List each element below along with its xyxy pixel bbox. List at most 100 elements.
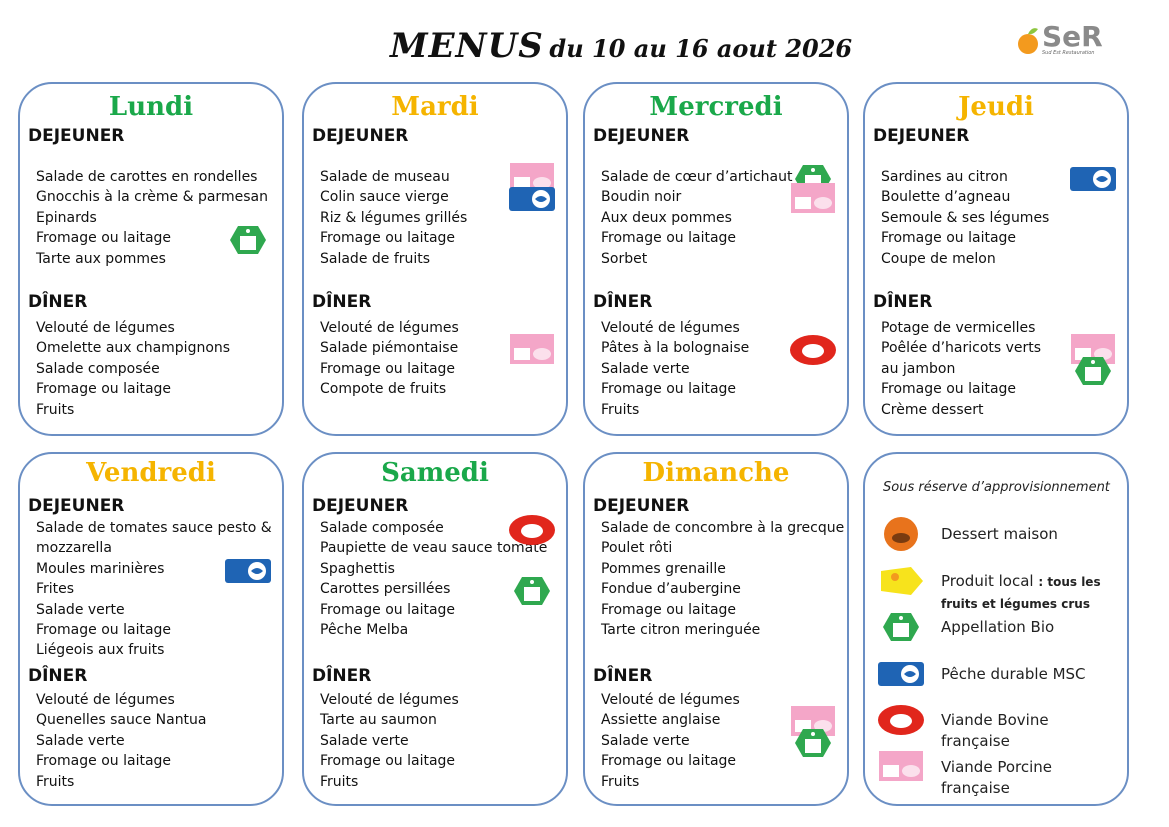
title-dates: du 10 au 16 aout 2026 [549, 34, 853, 63]
menu-item: Paupiette de veau sauce tomate [320, 540, 548, 557]
icon-shape [791, 183, 835, 214]
menu-item: Salade composée [320, 520, 444, 536]
icon-shape [883, 613, 919, 641]
menu-item: Pâtes à la bolognaise [601, 340, 750, 357]
icon-shape [514, 577, 550, 606]
day-name: Mardi [391, 92, 479, 122]
menu-item: Salade de concombre à la grecque [601, 520, 845, 536]
menu-item: Aux deux pommes [601, 209, 732, 226]
legend-card: Sous réserve d’approvisionnement Dessert … [863, 452, 1129, 806]
dinner-label: DÎNER [873, 292, 933, 312]
menu-item: Pommes grenaille [601, 560, 726, 577]
lunch-label: DEJEUNER [593, 496, 690, 516]
day-card: Mercredi DEJEUNER Salade de cœur d’articha… [583, 82, 849, 436]
day-name: Dimanche [642, 458, 790, 488]
icon-shape [878, 705, 924, 735]
menu-item: Sardines au citron [881, 169, 1008, 185]
legend-title: Sous réserve d’approvisionnement [883, 480, 1110, 495]
day-card: Mardi DEJEUNER Salade de museau Colin sauce… [302, 82, 568, 436]
day-card: Dimanche DEJEUNER Salade de concombre à la… [583, 452, 849, 806]
menu-item: Epinards [36, 209, 97, 226]
icon-shape [1070, 167, 1116, 191]
menu-item: Fromage ou laitage [601, 601, 737, 618]
icon-beef [508, 512, 556, 548]
dinner-label: DÎNER [28, 292, 88, 312]
icon-shape [510, 334, 554, 365]
menu-item: Potage de vermicelles [881, 320, 1036, 336]
title: MENUS du 10 au 16 aout 2026 [390, 26, 852, 66]
icon-beef [877, 702, 925, 738]
menu-item: Velouté de légumes [320, 692, 459, 708]
menu-item: Omelette aux champignons [36, 340, 231, 357]
menu-item: Poulet rôti [601, 540, 673, 557]
dinner-label: DÎNER [312, 666, 372, 686]
lunch-label: DEJEUNER [28, 126, 125, 146]
menu-item: Fondue d’aubergine [601, 581, 741, 598]
icon-bio [877, 609, 925, 645]
menu-item: Spaghettis [320, 560, 395, 577]
legend-entry: Viande Bovine française [941, 710, 1121, 752]
menu-item: Colin sauce vierge [320, 189, 449, 206]
menu-item: Fromage ou laitage [36, 381, 172, 398]
title-main: MENUS [390, 26, 544, 66]
menu-item: Fromage ou laitage [320, 601, 456, 618]
lunch-label: DEJEUNER [28, 496, 125, 516]
icon-shape [795, 728, 831, 757]
day-card: Jeudi DEJEUNER Sardines au citron Boulette … [863, 82, 1129, 436]
icon-shape [790, 335, 836, 366]
legend-label: Produit local [941, 571, 1034, 590]
menu-item: Tarte au saumon [320, 712, 437, 729]
icon-shape [509, 515, 555, 545]
menu-item: Semoule & ses légumes [881, 209, 1050, 226]
logo: SeR Sud Est Restauration [1016, 20, 1131, 58]
menu-item: Fromage ou laitage [36, 230, 172, 247]
menu-item: Salade verte [36, 601, 125, 618]
icon-bio [224, 222, 272, 258]
menu-item: Fromage ou laitage [320, 230, 456, 247]
menu-item: Tarte aux pommes [36, 250, 166, 267]
menu-item: Assiette anglaise [601, 712, 721, 729]
menu-item: Salade verte [36, 732, 125, 749]
legend-label: Dessert maison [941, 525, 1058, 543]
menu-item: Fruits [320, 773, 359, 790]
menu-item: Salade de fruits [320, 250, 431, 267]
menu-item: Carottes persillées [320, 581, 451, 598]
menu-item: Velouté de légumes [601, 320, 740, 336]
icon-msc [224, 553, 272, 589]
dinner-label: DÎNER [28, 666, 88, 686]
menu-item: Fromage ou laitage [601, 381, 737, 398]
menu-item: Crème dessert [881, 401, 984, 418]
icon-shape [878, 661, 924, 686]
menu-item: Fruits [601, 773, 640, 790]
legend-entry: Viande Porcine française [941, 757, 1121, 799]
menu-item: Fruits [601, 401, 640, 418]
icon-dessert [877, 516, 925, 552]
menu-item: Fromage ou laitage [320, 753, 456, 770]
menu-item: Velouté de légumes [601, 692, 740, 708]
logo-fruit [1018, 28, 1038, 54]
dinner-label: DÎNER [593, 292, 653, 312]
menu-item: Velouté de légumes [320, 320, 459, 336]
legend-label: Viande Porcine française [941, 757, 1052, 797]
menu-item: Fromage ou laitage [36, 622, 172, 638]
day-card: Samedi DEJEUNER Salade composée Paupiette d… [302, 452, 568, 806]
legend-entry: Pêche durable MSC [941, 664, 1121, 685]
lunch-label: DEJEUNER [312, 126, 409, 146]
menu-item: Fromage ou laitage [601, 230, 737, 247]
day-card: Lundi DEJEUNER Salade de carottes en ronde… [18, 82, 284, 436]
menu-item: Fromage ou laitage [320, 360, 456, 377]
legend-label: Viande Bovine française [941, 711, 1049, 750]
icon-pork [508, 332, 556, 368]
icon-shape [225, 558, 271, 583]
day-name: Jeudi [958, 92, 1034, 122]
icon-pork [789, 181, 837, 217]
menu-item: Salade verte [320, 732, 409, 749]
menu-item: Tarte citron meringuée [601, 622, 761, 638]
menu-item: Salade de museau [320, 169, 450, 185]
menu-item: Compote de fruits [320, 381, 447, 398]
menu-item: Fruits [36, 773, 75, 790]
dinner-label: DÎNER [593, 666, 653, 686]
menu-item: Frites [36, 581, 75, 598]
menu-item: Salade de tomates sauce pesto & [36, 520, 272, 536]
